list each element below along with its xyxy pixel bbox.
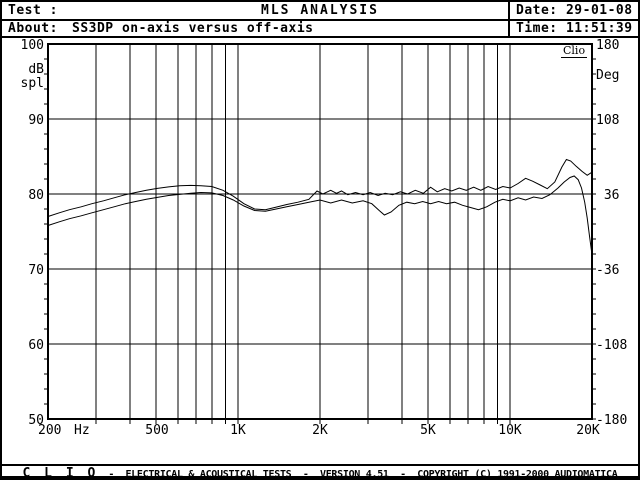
time-value: Time: 11:51:39 <box>516 21 633 36</box>
y-left-tick-label: 80 <box>28 188 44 203</box>
screen-bottom-edge <box>0 476 640 480</box>
header-divider-2 <box>0 36 640 38</box>
copyright-text: - ELECTRICAL & ACOUSTICAL TESTS - VERSIO… <box>108 469 618 480</box>
x-tick-label: 500 <box>145 423 169 438</box>
y-right-tick-label: 36 <box>596 188 620 203</box>
y-right-tick-label: -36 <box>596 263 620 278</box>
x-tick-label: 5K <box>420 423 436 438</box>
y-left-unit: dB <box>28 62 44 77</box>
y-left-tick-label: 60 <box>28 338 44 353</box>
header-divider-1 <box>0 19 640 21</box>
curve-off-axis <box>47 175 593 255</box>
y-left-unit: spl <box>20 76 44 91</box>
test-label: Test : <box>8 3 58 18</box>
curve-on-axis <box>47 158 593 217</box>
y-left-tick-label: 70 <box>28 263 44 278</box>
clio-logo: Clio <box>561 44 588 58</box>
frequency-response-plot <box>44 43 596 424</box>
x-axis-unit: Hz <box>74 423 90 438</box>
about-value: SS3DP on-axis versus off-axis <box>72 21 314 36</box>
y-left-tick-label: 90 <box>28 113 44 128</box>
chart-region: 100 dB spl 90 80 70 60 50 180 Deg 108 36… <box>0 36 640 466</box>
y-right-tick-label: -108 <box>596 338 628 353</box>
x-tick-label: 2K <box>312 423 328 438</box>
status-bar: C L I O - ELECTRICAL & ACOUSTICAL TESTS … <box>0 466 640 480</box>
clio-brand-text: C L I O <box>22 466 99 480</box>
x-tick-label: 10K <box>498 423 522 438</box>
y-left-tick-label: 100 <box>20 38 44 53</box>
datetime-separator <box>508 2 510 38</box>
x-tick-label: 20K <box>576 423 600 438</box>
x-tick-label: 200 <box>38 423 62 438</box>
y-left-tick-label: 50 <box>28 413 44 428</box>
y-right-tick-label: 180 <box>596 38 620 53</box>
y-right-tick-label: 108 <box>596 113 620 128</box>
y-right-tick-label: -180 <box>596 413 628 428</box>
x-tick-label: 1K <box>230 423 246 438</box>
about-label: About: <box>8 21 58 36</box>
statusbar-divider <box>0 464 640 466</box>
y-right-unit: Deg <box>596 68 620 83</box>
date-value: Date: 29-01-08 <box>516 3 633 18</box>
page-title: MLS ANALYSIS <box>261 3 379 18</box>
